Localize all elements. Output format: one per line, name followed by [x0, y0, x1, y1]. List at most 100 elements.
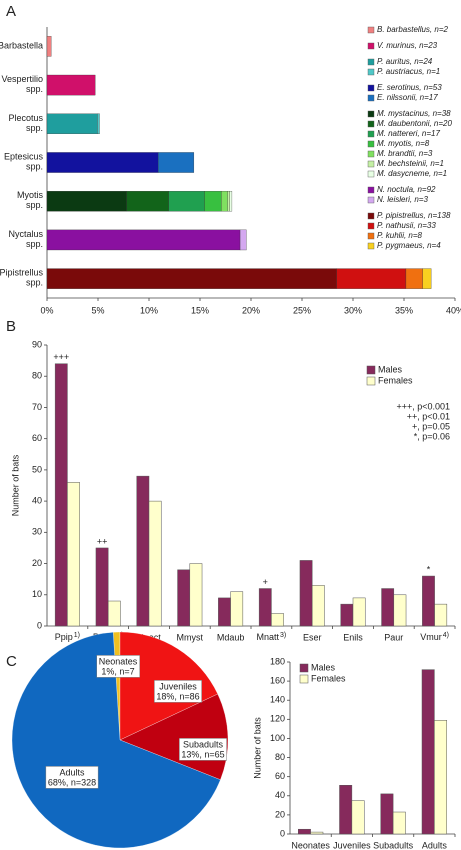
bar: [339, 785, 353, 835]
bar-segment: [239, 229, 247, 251]
bar: [136, 475, 150, 627]
legend-label: Males: [311, 662, 336, 672]
legend-swatch: [367, 170, 375, 178]
bar: [434, 603, 448, 627]
label-box: [45, 766, 99, 789]
legend-label: N. leisleri, n=3: [377, 195, 428, 204]
note: *, p=0.06: [414, 431, 450, 441]
y-tick-label: 40: [275, 790, 285, 800]
y-tick-label: 0: [37, 620, 42, 630]
legend-label: E. nilssonii, n=17: [377, 93, 438, 102]
slice-value: 18%, n=86: [156, 691, 199, 701]
bar-segment: [204, 190, 222, 212]
bar: [54, 363, 68, 627]
legend-swatch: [367, 212, 375, 220]
y-tick-label: 60: [32, 433, 42, 443]
x-tick-label: Adults: [422, 840, 448, 850]
y-tick-label: Pipistrellus spp.: [0, 268, 43, 288]
y-tick-label: 90: [32, 339, 42, 349]
bar: [271, 613, 284, 627]
y-axis-label: Number of bats: [10, 454, 20, 516]
y-tick-label: 0: [280, 828, 285, 838]
slice-value: 13%, n=65: [181, 749, 224, 759]
legend-swatch: [367, 26, 375, 34]
y-tick-label: 70: [32, 402, 42, 412]
legend-swatch: [367, 110, 375, 118]
legend-swatch: [367, 222, 375, 230]
slice-category: Neonates: [99, 656, 138, 666]
bar: [421, 669, 435, 835]
legend-swatch: [367, 84, 375, 92]
legend-label: Females: [311, 673, 346, 683]
bar-segment: [46, 190, 127, 212]
legend-label: V. murinus, n=23: [377, 41, 438, 50]
legend-swatch: [367, 140, 375, 148]
x-tick-label: Juveniles: [333, 840, 371, 850]
bar: [310, 831, 324, 835]
bar-segment: [46, 268, 337, 289]
label-box: [179, 738, 227, 761]
bar: [230, 591, 244, 627]
legend-swatch: [366, 376, 376, 386]
legend-label: P. pygmaeus, n=4: [377, 241, 441, 250]
legend-swatch: [366, 365, 376, 375]
legend-swatch: [367, 160, 375, 168]
legend-swatch: [367, 120, 375, 128]
panel-label: C: [6, 653, 17, 670]
slice-value: 1%, n=7: [101, 666, 134, 676]
x-tick-label: 40%: [446, 305, 461, 315]
significance-marker: +++: [53, 352, 69, 362]
x-tick-label: 0%: [40, 305, 53, 315]
legend-label: P. nathusii, n=33: [377, 221, 436, 230]
y-tick-label: Plecotus spp.: [8, 113, 43, 133]
bar-segment: [97, 113, 100, 135]
label-box: [154, 680, 202, 703]
x-tick-label: Eser: [303, 632, 322, 642]
bar: [299, 560, 313, 627]
legend-label: M. nattereri, n=17: [377, 129, 440, 138]
y-tick-label: 20: [32, 558, 42, 568]
slice-category: Juveniles: [159, 681, 197, 691]
y-tick-label: 120: [270, 714, 285, 724]
y-tick-label: Vespertilio spp.: [1, 74, 43, 94]
legend-swatch: [367, 186, 375, 194]
x-tick-label: 5%: [91, 305, 104, 315]
bar: [95, 547, 109, 627]
panel-label: B: [6, 318, 16, 335]
bar: [258, 588, 272, 627]
y-tick-label: 50: [32, 464, 42, 474]
bar-segment: [46, 152, 159, 173]
y-axis-label: Number of bats: [252, 717, 262, 779]
bar: [177, 569, 191, 627]
legend-label: M. bechsteinii, n=1: [377, 159, 444, 168]
legend-label: M. dasycneme, n=1: [377, 169, 447, 178]
y-tick-label: Myotis spp.: [17, 191, 44, 211]
legend-label: M. myotis, n=8: [377, 139, 430, 148]
legend-swatch: [367, 68, 375, 76]
bar: [380, 793, 394, 835]
bar-segment: [405, 268, 423, 289]
bar: [422, 575, 435, 627]
y-tick-label: Barbastella: [0, 41, 43, 51]
legend-label: B. barbastellus, n=2: [377, 25, 448, 34]
note: ++, p<0.01: [407, 411, 450, 421]
y-tick-label: Eptesicus spp.: [4, 152, 44, 172]
x-tick-label: 30%: [344, 305, 362, 315]
slice-category: Adults: [59, 767, 85, 777]
x-tick-label: Mnatt3): [257, 632, 287, 643]
x-tick-label: Enils: [343, 632, 363, 642]
legend-label: P. austriacus, n=1: [377, 67, 440, 76]
bar: [107, 600, 121, 627]
significance-marker: +: [263, 577, 268, 587]
legend-label: P. pipistrellus, n=138: [377, 211, 451, 220]
significance-marker: *: [427, 564, 431, 574]
legend-swatch: [299, 663, 309, 673]
legend-swatch: [367, 130, 375, 138]
legend-label: M. brandtii, n=3: [377, 149, 433, 158]
x-tick-label: 20%: [242, 305, 260, 315]
x-tick-label: Paur: [384, 632, 403, 642]
bar: [351, 800, 365, 835]
legend-label: Males: [378, 364, 403, 374]
bar: [352, 597, 366, 627]
